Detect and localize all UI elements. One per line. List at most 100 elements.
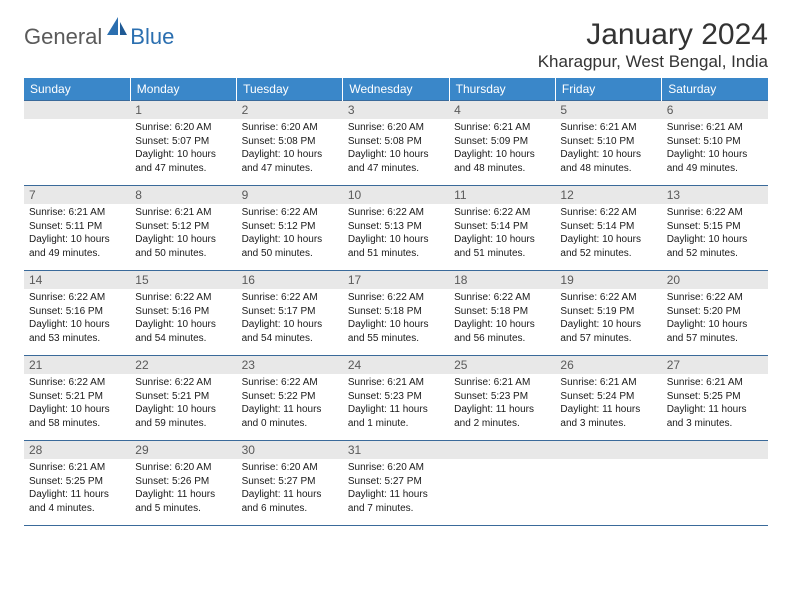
calendar-cell: 1Sunrise: 6:20 AMSunset: 5:07 PMDaylight… xyxy=(130,101,236,186)
daylight-text: Daylight: 10 hours and 47 minutes. xyxy=(135,148,231,175)
sunset-text: Sunset: 5:17 PM xyxy=(242,305,338,319)
daylight-text: Daylight: 10 hours and 51 minutes. xyxy=(348,233,444,260)
logo-text-general: General xyxy=(24,24,102,50)
day-header: Wednesday xyxy=(343,78,449,101)
sunset-text: Sunset: 5:22 PM xyxy=(242,390,338,404)
sunset-text: Sunset: 5:16 PM xyxy=(29,305,125,319)
page: General Blue January 2024 Kharagpur, Wes… xyxy=(0,0,792,536)
day-number: 9 xyxy=(237,186,343,204)
sunrise-text: Sunrise: 6:22 AM xyxy=(242,376,338,390)
calendar-cell: 31Sunrise: 6:20 AMSunset: 5:27 PMDayligh… xyxy=(343,441,449,526)
calendar-cell: 18Sunrise: 6:22 AMSunset: 5:18 PMDayligh… xyxy=(449,271,555,356)
sunrise-text: Sunrise: 6:22 AM xyxy=(242,206,338,220)
sunrise-text: Sunrise: 6:22 AM xyxy=(667,291,763,305)
logo: General Blue xyxy=(24,18,174,50)
day-number: 3 xyxy=(343,101,449,119)
calendar-cell: 30Sunrise: 6:20 AMSunset: 5:27 PMDayligh… xyxy=(237,441,343,526)
sunrise-text: Sunrise: 6:22 AM xyxy=(29,376,125,390)
daylight-text: Daylight: 11 hours and 4 minutes. xyxy=(29,488,125,515)
sunset-text: Sunset: 5:18 PM xyxy=(454,305,550,319)
sunset-text: Sunset: 5:10 PM xyxy=(560,135,656,149)
sunrise-text: Sunrise: 6:21 AM xyxy=(348,376,444,390)
sunrise-text: Sunrise: 6:20 AM xyxy=(135,461,231,475)
daylight-text: Daylight: 11 hours and 6 minutes. xyxy=(242,488,338,515)
sunrise-text: Sunrise: 6:22 AM xyxy=(454,206,550,220)
sunset-text: Sunset: 5:23 PM xyxy=(348,390,444,404)
day-details: Sunrise: 6:22 AMSunset: 5:21 PMDaylight:… xyxy=(130,374,236,440)
daylight-text: Daylight: 10 hours and 48 minutes. xyxy=(454,148,550,175)
sunset-text: Sunset: 5:13 PM xyxy=(348,220,444,234)
calendar-cell: 26Sunrise: 6:21 AMSunset: 5:24 PMDayligh… xyxy=(555,356,661,441)
sunrise-text: Sunrise: 6:20 AM xyxy=(242,121,338,135)
sunrise-text: Sunrise: 6:22 AM xyxy=(242,291,338,305)
calendar-cell: 8Sunrise: 6:21 AMSunset: 5:12 PMDaylight… xyxy=(130,186,236,271)
sunset-text: Sunset: 5:24 PM xyxy=(560,390,656,404)
daylight-text: Daylight: 10 hours and 49 minutes. xyxy=(667,148,763,175)
daylight-text: Daylight: 10 hours and 55 minutes. xyxy=(348,318,444,345)
daylight-text: Daylight: 10 hours and 48 minutes. xyxy=(560,148,656,175)
sunrise-text: Sunrise: 6:22 AM xyxy=(667,206,763,220)
day-details: Sunrise: 6:22 AMSunset: 5:14 PMDaylight:… xyxy=(449,204,555,270)
calendar-row: 7Sunrise: 6:21 AMSunset: 5:11 PMDaylight… xyxy=(24,186,768,271)
sunrise-text: Sunrise: 6:21 AM xyxy=(135,206,231,220)
day-number: 22 xyxy=(130,356,236,374)
calendar-cell xyxy=(662,441,768,526)
day-number xyxy=(449,441,555,459)
sunset-text: Sunset: 5:14 PM xyxy=(454,220,550,234)
calendar-cell: 5Sunrise: 6:21 AMSunset: 5:10 PMDaylight… xyxy=(555,101,661,186)
sunrise-text: Sunrise: 6:21 AM xyxy=(667,121,763,135)
day-details: Sunrise: 6:21 AMSunset: 5:11 PMDaylight:… xyxy=(24,204,130,270)
sunset-text: Sunset: 5:26 PM xyxy=(135,475,231,489)
sunrise-text: Sunrise: 6:22 AM xyxy=(29,291,125,305)
calendar-cell: 23Sunrise: 6:22 AMSunset: 5:22 PMDayligh… xyxy=(237,356,343,441)
title-block: January 2024 Kharagpur, West Bengal, Ind… xyxy=(538,18,768,72)
sunset-text: Sunset: 5:18 PM xyxy=(348,305,444,319)
daylight-text: Daylight: 11 hours and 5 minutes. xyxy=(135,488,231,515)
daylight-text: Daylight: 10 hours and 54 minutes. xyxy=(135,318,231,345)
day-number: 30 xyxy=(237,441,343,459)
day-details: Sunrise: 6:22 AMSunset: 5:12 PMDaylight:… xyxy=(237,204,343,270)
calendar-cell: 10Sunrise: 6:22 AMSunset: 5:13 PMDayligh… xyxy=(343,186,449,271)
calendar-cell: 24Sunrise: 6:21 AMSunset: 5:23 PMDayligh… xyxy=(343,356,449,441)
sunrise-text: Sunrise: 6:22 AM xyxy=(560,291,656,305)
header: General Blue January 2024 Kharagpur, Wes… xyxy=(24,18,768,72)
day-details: Sunrise: 6:22 AMSunset: 5:18 PMDaylight:… xyxy=(343,289,449,355)
sunrise-text: Sunrise: 6:21 AM xyxy=(29,206,125,220)
sunrise-text: Sunrise: 6:21 AM xyxy=(560,121,656,135)
day-header: Tuesday xyxy=(237,78,343,101)
daylight-text: Daylight: 10 hours and 50 minutes. xyxy=(242,233,338,260)
calendar-cell: 11Sunrise: 6:22 AMSunset: 5:14 PMDayligh… xyxy=(449,186,555,271)
day-number: 1 xyxy=(130,101,236,119)
sunset-text: Sunset: 5:16 PM xyxy=(135,305,231,319)
day-details: Sunrise: 6:21 AMSunset: 5:10 PMDaylight:… xyxy=(555,119,661,185)
calendar-body: 1Sunrise: 6:20 AMSunset: 5:07 PMDaylight… xyxy=(24,101,768,526)
day-details: Sunrise: 6:22 AMSunset: 5:13 PMDaylight:… xyxy=(343,204,449,270)
day-details: Sunrise: 6:20 AMSunset: 5:27 PMDaylight:… xyxy=(343,459,449,525)
day-number: 11 xyxy=(449,186,555,204)
sunrise-text: Sunrise: 6:21 AM xyxy=(454,121,550,135)
day-number: 5 xyxy=(555,101,661,119)
day-details: Sunrise: 6:22 AMSunset: 5:22 PMDaylight:… xyxy=(237,374,343,440)
day-details: Sunrise: 6:22 AMSunset: 5:16 PMDaylight:… xyxy=(24,289,130,355)
sunset-text: Sunset: 5:21 PM xyxy=(135,390,231,404)
day-details: Sunrise: 6:21 AMSunset: 5:25 PMDaylight:… xyxy=(24,459,130,525)
day-details: Sunrise: 6:20 AMSunset: 5:08 PMDaylight:… xyxy=(343,119,449,185)
daylight-text: Daylight: 10 hours and 52 minutes. xyxy=(667,233,763,260)
day-number: 16 xyxy=(237,271,343,289)
day-header: Sunday xyxy=(24,78,130,101)
day-details: Sunrise: 6:21 AMSunset: 5:24 PMDaylight:… xyxy=(555,374,661,440)
daylight-text: Daylight: 10 hours and 57 minutes. xyxy=(560,318,656,345)
sunset-text: Sunset: 5:25 PM xyxy=(667,390,763,404)
day-number: 13 xyxy=(662,186,768,204)
sunrise-text: Sunrise: 6:21 AM xyxy=(667,376,763,390)
sunrise-text: Sunrise: 6:21 AM xyxy=(29,461,125,475)
day-number: 17 xyxy=(343,271,449,289)
day-header: Monday xyxy=(130,78,236,101)
day-details: Sunrise: 6:22 AMSunset: 5:17 PMDaylight:… xyxy=(237,289,343,355)
day-details xyxy=(24,119,130,173)
sunrise-text: Sunrise: 6:22 AM xyxy=(135,291,231,305)
calendar-cell: 12Sunrise: 6:22 AMSunset: 5:14 PMDayligh… xyxy=(555,186,661,271)
day-details: Sunrise: 6:22 AMSunset: 5:18 PMDaylight:… xyxy=(449,289,555,355)
day-number: 28 xyxy=(24,441,130,459)
calendar-cell: 29Sunrise: 6:20 AMSunset: 5:26 PMDayligh… xyxy=(130,441,236,526)
